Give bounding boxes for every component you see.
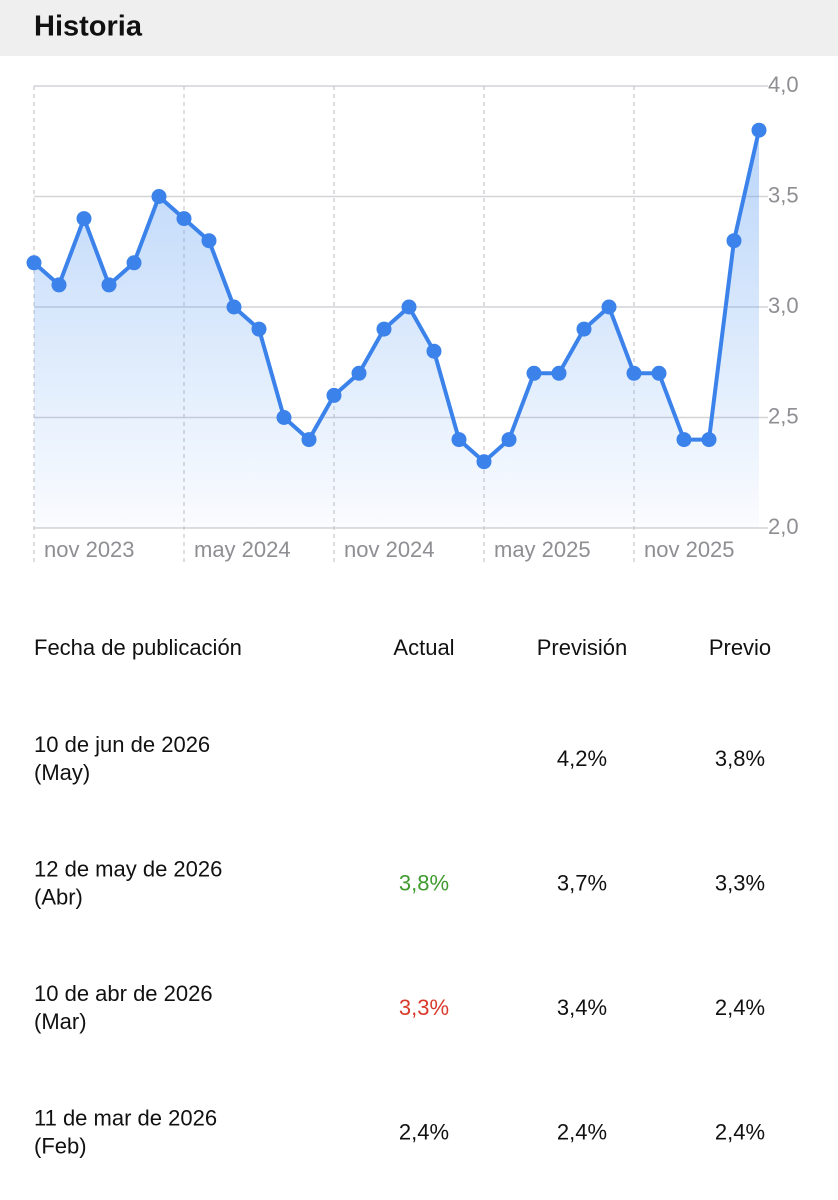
y-tick-label: 2,0 (768, 514, 799, 539)
period: (Feb) (34, 1133, 87, 1158)
forecast-value: 3,7% (557, 870, 607, 895)
y-tick-label: 3,5 (768, 182, 799, 207)
point (751, 122, 767, 138)
point (26, 255, 42, 271)
release-date: 10 de jun de 2026 (34, 732, 210, 757)
x-tick-label: nov 2024 (344, 537, 435, 562)
column-header: Actual (393, 635, 454, 660)
point (401, 299, 417, 315)
previous-value: 2,4% (715, 995, 765, 1020)
x-tick-label: nov 2025 (644, 537, 735, 562)
forecast-value: 2,4% (557, 1119, 607, 1144)
point (376, 321, 392, 337)
previous-value: 3,3% (715, 870, 765, 895)
area (34, 130, 759, 528)
release-date: 10 de abr de 2026 (34, 981, 213, 1006)
column-header: Fecha de publicación (34, 635, 242, 660)
previous-value: 3,8% (715, 746, 765, 771)
point (201, 233, 217, 249)
x-tick-label: may 2025 (494, 537, 591, 562)
point (476, 454, 492, 470)
point (301, 432, 317, 448)
point (276, 410, 292, 425)
header-bar (0, 0, 838, 56)
point (526, 365, 542, 381)
period: (Mar) (34, 1009, 87, 1034)
point (551, 365, 567, 381)
point (726, 233, 742, 249)
point (226, 299, 242, 315)
column-header: Previo (709, 635, 771, 660)
point (326, 387, 342, 403)
point (351, 365, 367, 381)
point (651, 365, 667, 381)
point (151, 189, 167, 204)
header-title: Historia (34, 11, 143, 43)
period: (May) (34, 760, 90, 785)
release-date: 12 de may de 2026 (34, 856, 222, 881)
release-date: 11 de mar de 2026 (34, 1105, 217, 1130)
point (601, 299, 617, 315)
y-tick-label: 3,0 (768, 293, 799, 318)
actual-value: 2,4% (399, 1119, 449, 1144)
actual-value: 3,8% (399, 870, 449, 895)
forecast-value: 3,4% (557, 995, 607, 1020)
x-tick-label: nov 2023 (44, 537, 135, 562)
y-tick-label: 2,5 (768, 403, 799, 428)
period: (Abr) (34, 884, 83, 909)
point (676, 432, 692, 448)
point (626, 365, 642, 381)
point (426, 343, 442, 359)
forecast-value: 4,2% (557, 746, 607, 771)
actual-value: 3,3% (399, 995, 449, 1020)
point (176, 211, 192, 227)
point (101, 277, 117, 293)
point (76, 211, 92, 227)
point (251, 321, 267, 337)
point (126, 255, 142, 271)
previous-value: 2,4% (715, 1119, 765, 1144)
point (451, 432, 467, 448)
column-header: Previsión (537, 635, 627, 660)
x-tick-label: may 2024 (194, 537, 291, 562)
point (576, 321, 592, 337)
point (51, 277, 67, 293)
y-tick-label: 4,0 (768, 72, 799, 97)
point (501, 432, 517, 448)
point (701, 432, 717, 448)
